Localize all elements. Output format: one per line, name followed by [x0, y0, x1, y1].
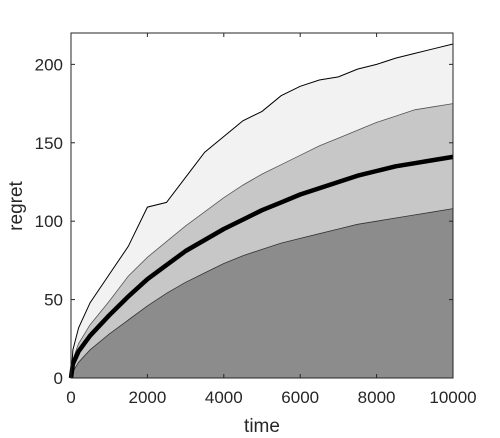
- mean-line: [68, 154, 454, 379]
- y-tick-label: 100: [35, 212, 63, 231]
- x-tick-label: 0: [66, 388, 75, 407]
- x-axis-label: time: [244, 416, 280, 437]
- x-tick-label: 2000: [128, 388, 166, 407]
- bottom-area: [71, 208, 453, 378]
- plot-area: [68, 43, 454, 379]
- y-tick-label: 200: [35, 55, 63, 74]
- x-tick-label: 8000: [358, 388, 396, 407]
- y-tick-label: 0: [54, 369, 63, 388]
- outer-band: [71, 44, 453, 378]
- y-tick-label: 50: [44, 291, 63, 310]
- axes-box: [70, 32, 454, 379]
- x-tick-label: 6000: [281, 388, 319, 407]
- max-line: [70, 43, 454, 379]
- x-tick-label: 4000: [205, 388, 243, 407]
- y-axis-label: regret: [6, 180, 27, 230]
- axes: 0 2000 4000 6000 8000 10000 0 50 100 150 200: [35, 32, 477, 407]
- x-tick-label: 10000: [429, 388, 476, 407]
- y-tick-label: 150: [35, 134, 63, 153]
- lower-line: [70, 208, 454, 379]
- inner-band: [71, 103, 453, 378]
- upper-line: [70, 103, 454, 379]
